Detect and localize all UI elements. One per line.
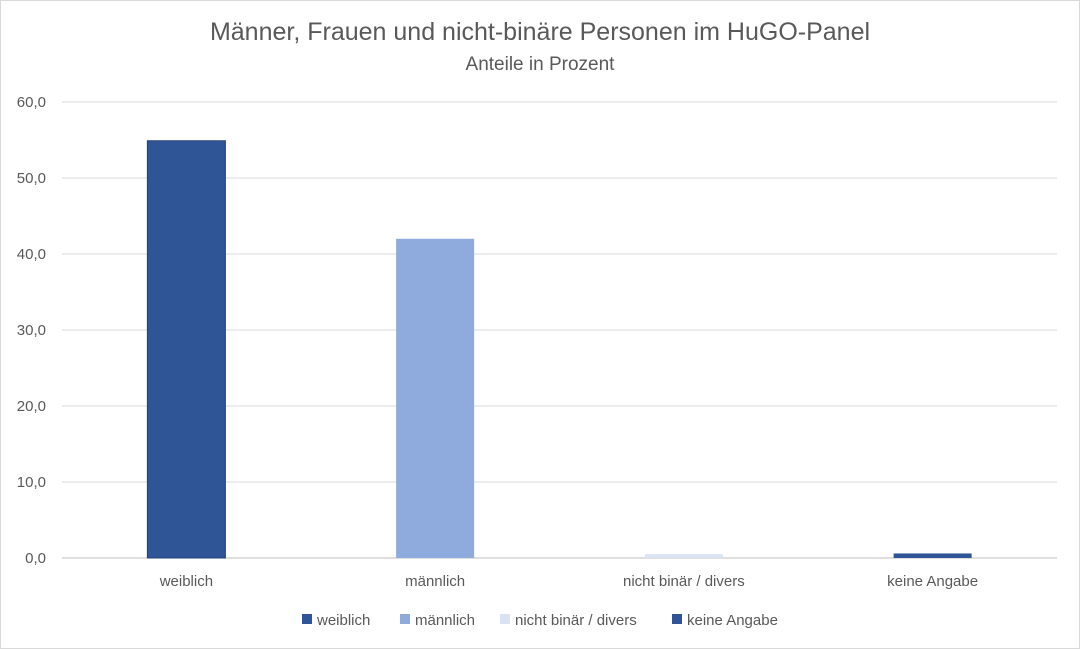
legend-swatch (302, 614, 312, 624)
x-tick-label: weiblich (159, 573, 213, 590)
y-axis-ticks: 0,0 10,0 20,0 30,0 40,0 50,0 60,0 (17, 94, 46, 567)
bar-weiblich[interactable] (146, 140, 226, 559)
legend-swatch (672, 614, 682, 624)
legend-label[interactable]: keine Angabe (687, 612, 778, 629)
gridlines (62, 101, 1057, 559)
legend[interactable]: weiblich männlich nicht binär / divers kein… (302, 612, 778, 629)
y-tick-label: 0,0 (25, 550, 46, 567)
x-tick-label: keine Angabe (887, 573, 978, 590)
legend-swatch (500, 614, 510, 624)
legend-swatch (400, 614, 410, 624)
legend-label[interactable]: weiblich (316, 612, 370, 629)
y-tick-label: 20,0 (17, 398, 46, 415)
chart-subtitle: Anteile in Prozent (465, 54, 615, 75)
y-tick-label: 50,0 (17, 170, 46, 187)
x-tick-label: männlich (405, 573, 465, 590)
bar-männlich[interactable] (396, 238, 475, 559)
y-tick-label: 40,0 (17, 246, 46, 263)
y-tick-label: 60,0 (17, 94, 46, 111)
bar-nicht-binär-divers[interactable] (644, 554, 723, 558)
y-tick-label: 30,0 (17, 322, 46, 339)
y-tick-label: 10,0 (17, 474, 46, 491)
legend-label[interactable]: nicht binär / divers (515, 612, 637, 629)
bars (146, 140, 972, 559)
x-axis-labels: weiblich männlich nicht binär / divers kein… (159, 573, 978, 590)
bar-keine-angabe[interactable] (893, 553, 972, 558)
legend-label[interactable]: männlich (415, 612, 475, 629)
chart-title: Männer, Frauen und nicht-binäre Personen… (209, 18, 871, 46)
x-tick-label: nicht binär / divers (623, 573, 745, 590)
